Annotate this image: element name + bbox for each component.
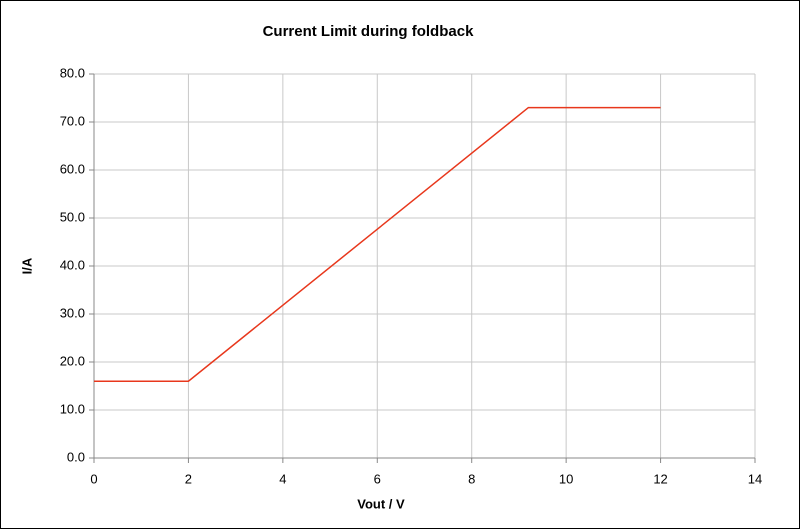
x-tick-label: 12 bbox=[653, 471, 667, 486]
x-tick-label: 4 bbox=[279, 471, 286, 486]
x-tick-label: 14 bbox=[748, 471, 762, 486]
x-tick-label: 8 bbox=[468, 471, 475, 486]
y-tick-label: 60.0 bbox=[60, 161, 85, 176]
y-tick-label: 10.0 bbox=[60, 401, 85, 416]
x-tick-label: 2 bbox=[185, 471, 192, 486]
x-tick-label: 10 bbox=[559, 471, 573, 486]
y-tick-label: 70.0 bbox=[60, 113, 85, 128]
y-tick-label: 0.0 bbox=[67, 449, 85, 464]
y-tick-label: 50.0 bbox=[60, 209, 85, 224]
x-tick-label: 0 bbox=[90, 471, 97, 486]
y-tick-label: 80.0 bbox=[60, 65, 85, 80]
y-tick-label: 30.0 bbox=[60, 305, 85, 320]
y-axis-label: I/A bbox=[19, 257, 34, 274]
data-line bbox=[94, 106, 661, 382]
x-axis-label: Vout / V bbox=[357, 496, 405, 511]
y-tick-label: 20.0 bbox=[60, 353, 85, 368]
chart-title: Current Limit during foldback bbox=[263, 23, 474, 40]
x-tick-label: 6 bbox=[374, 471, 381, 486]
y-tick-label: 40.0 bbox=[60, 257, 85, 272]
